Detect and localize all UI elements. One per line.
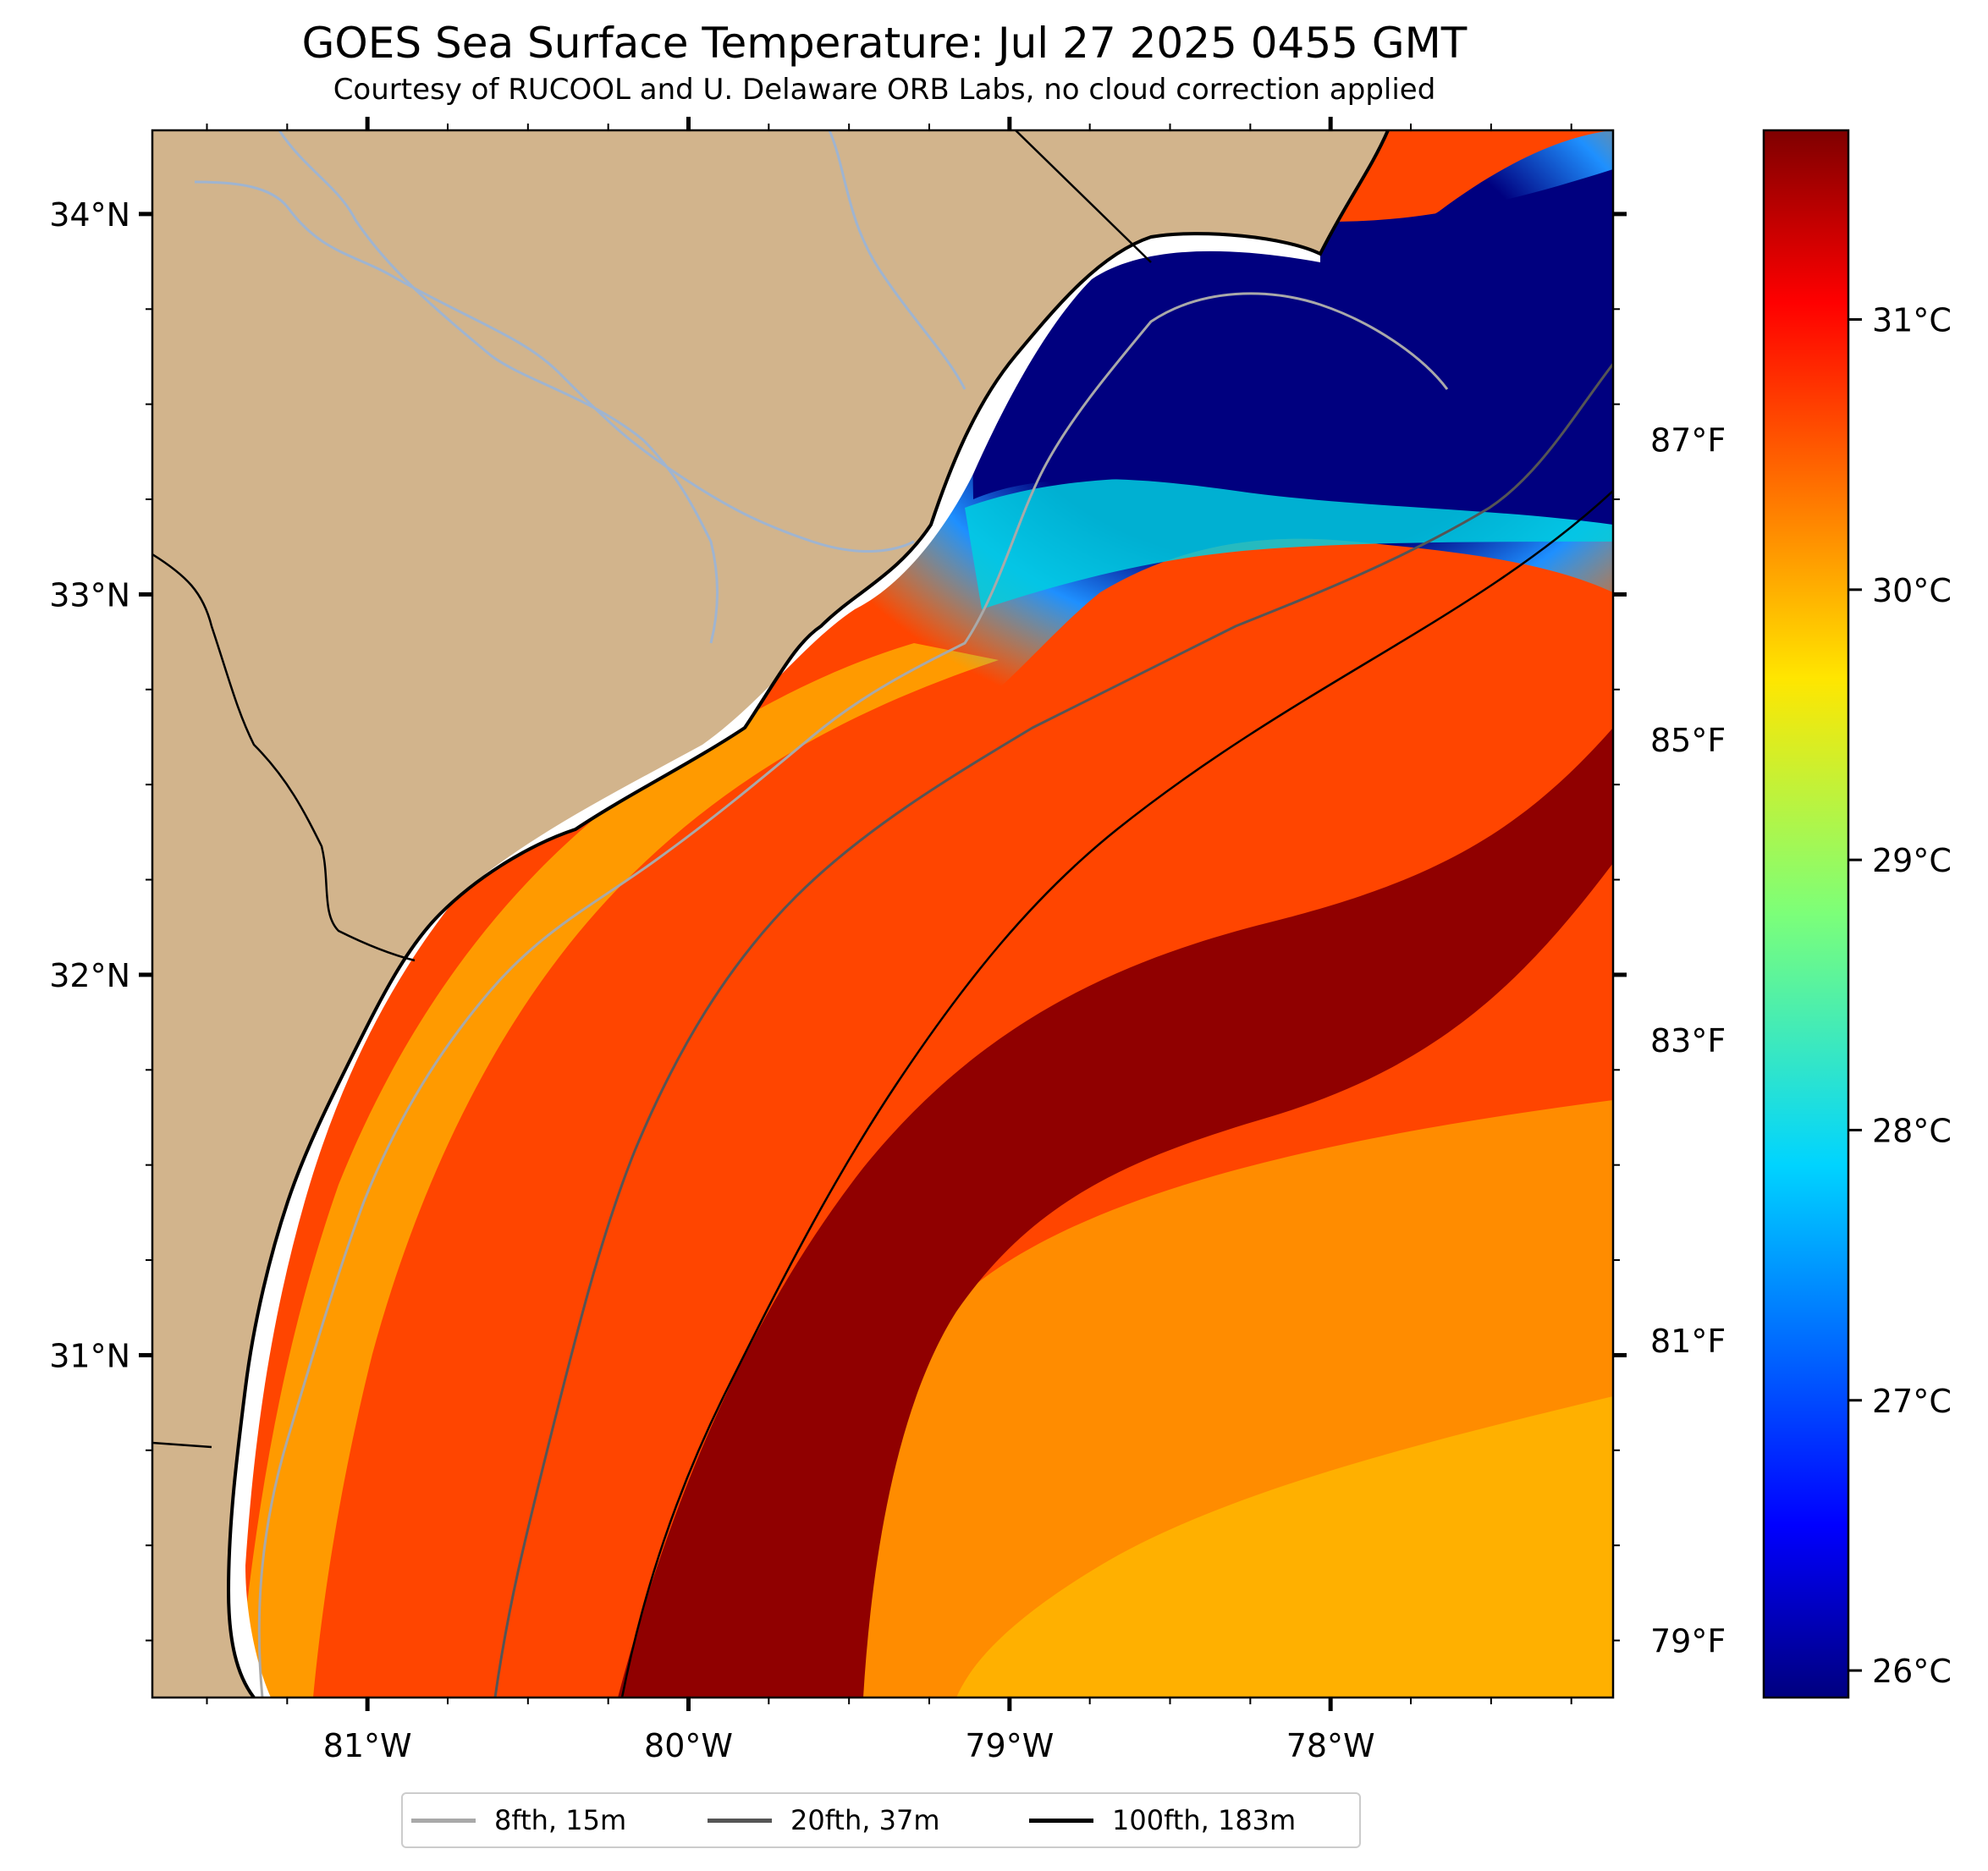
state-border-sc-ga — [152, 553, 416, 962]
legend-label: 20fth, 37m — [790, 1804, 940, 1836]
isobath-20fth — [493, 363, 1613, 1698]
lon-tick-label: 81°W — [323, 1727, 412, 1764]
legend-line-swatch — [1029, 1818, 1093, 1823]
colorbar-tick-label: 26°C — [1872, 1653, 1952, 1690]
page-subtitle: Courtesy of RUCOOL and U. Delaware ORB L… — [333, 73, 1436, 107]
lat-tick-label: 33°N — [49, 576, 130, 614]
lat-tick-label: 34°N — [49, 196, 130, 234]
state-border-ga-fl — [152, 1441, 212, 1449]
lat-tick-label: 31°N — [49, 1337, 130, 1374]
sst-offshore-warmer-patch — [956, 1396, 1613, 1698]
legend-item: 20fth, 37m — [708, 1794, 939, 1846]
colorbar-tick-label: 28°C — [1872, 1112, 1952, 1149]
legend-item: 8fth, 15m — [411, 1794, 626, 1846]
fahrenheit-tick-label: 79°F — [1650, 1623, 1726, 1660]
colorbar-tick-label: 31°C — [1872, 302, 1952, 339]
colorbar-axes: 31°C 30°C 29°C 28°C 27°C 26°C — [1848, 302, 1952, 1690]
colorbar-tick-label: 27°C — [1872, 1383, 1952, 1420]
sst-shelf-orange — [237, 643, 999, 1698]
river-2 — [828, 130, 966, 390]
state-border-nc-sc — [1015, 130, 1152, 263]
coastline — [226, 130, 1390, 1698]
fahrenheit-tick-label: 83°F — [1650, 1022, 1726, 1059]
fahrenheit-tick-label: 85°F — [1650, 722, 1726, 759]
legend-line-swatch — [708, 1818, 772, 1823]
sst-front-cyan — [965, 477, 1613, 609]
lon-tick-label: 80°W — [644, 1727, 733, 1764]
legend-item: 100fth, 183m — [1029, 1794, 1296, 1846]
map-axes: 34°N 33°N 32°N 31°N 81°W 80°W 79°W 78°W 87°F 85°F… — [49, 117, 1726, 1764]
isobath-legend: 8fth, 15m 20fth, 37m 100fth, 183m — [401, 1792, 1361, 1848]
colorbar-tick-label: 30°C — [1872, 572, 1952, 609]
legend-label: 100fth, 183m — [1112, 1804, 1297, 1836]
map-frame — [151, 129, 1615, 1699]
legend-line-swatch — [411, 1818, 476, 1823]
colorbar-tick-label: 29°C — [1872, 842, 1952, 879]
page-title: GOES Sea Surface Temperature: Jul 27 202… — [301, 19, 1468, 68]
fahrenheit-tick-label: 87°F — [1650, 421, 1726, 459]
isobath-8fth — [257, 292, 1449, 1698]
lat-tick-label: 32°N — [49, 957, 130, 994]
colorbar — [1762, 129, 1850, 1699]
lon-tick-label: 79°W — [965, 1727, 1054, 1764]
isobath-100fth — [620, 490, 1613, 1698]
lon-tick-label: 78°W — [1286, 1727, 1375, 1764]
fahrenheit-tick-label: 81°F — [1650, 1323, 1726, 1360]
land-area — [152, 130, 1388, 1698]
gulf-stream-core — [618, 728, 1613, 1698]
legend-label: 8fth, 15m — [494, 1804, 627, 1836]
river-1 — [194, 180, 915, 553]
river-3 — [278, 130, 719, 644]
